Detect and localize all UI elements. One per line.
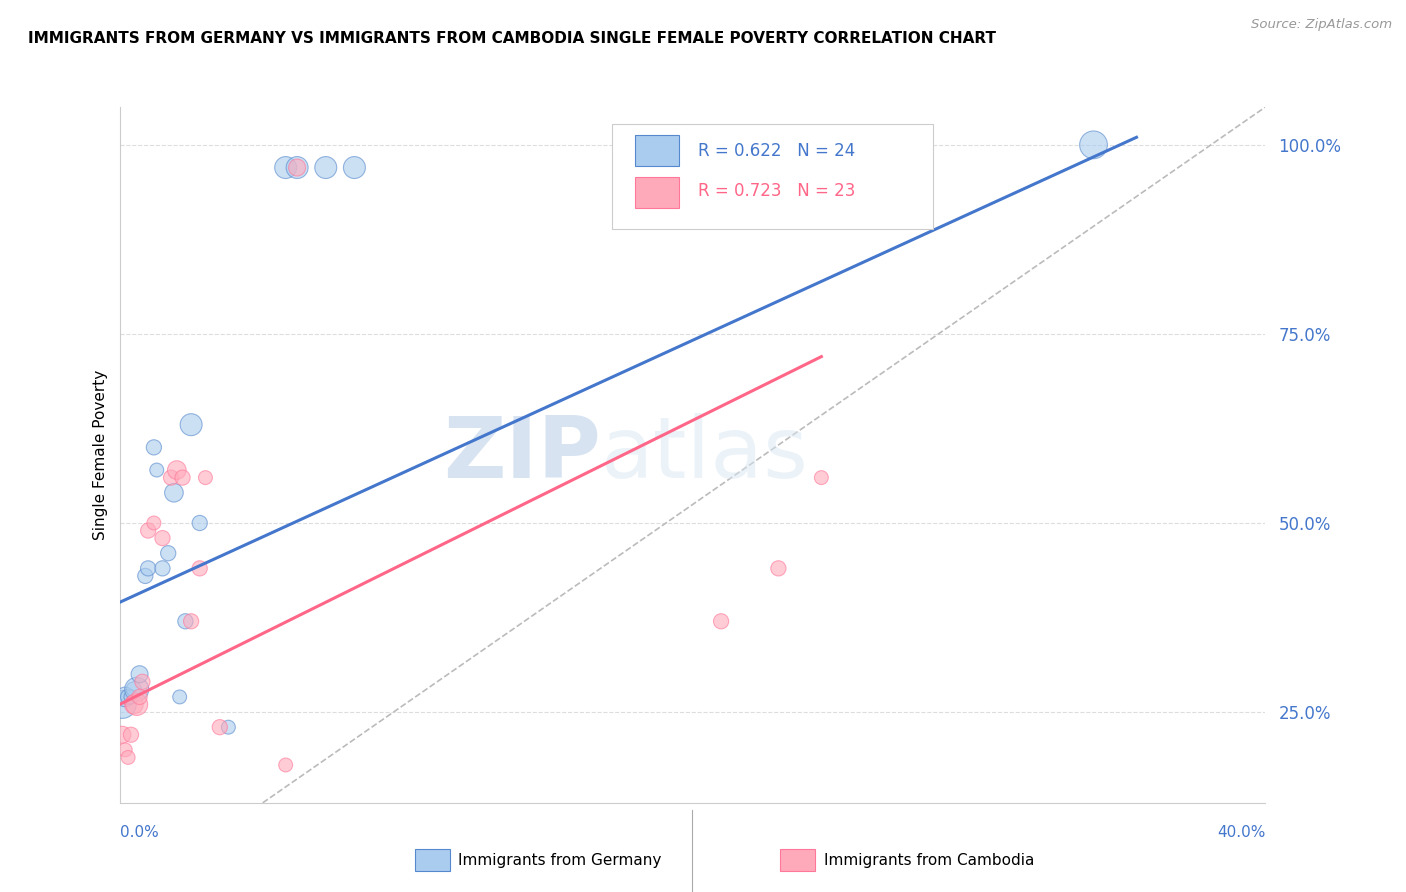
Point	[169, 690, 191, 704]
Text: R = 0.622   N = 24: R = 0.622 N = 24	[699, 142, 855, 160]
Point	[315, 161, 337, 175]
Point	[152, 561, 174, 575]
Point	[1083, 137, 1105, 152]
Point	[163, 485, 186, 500]
FancyBboxPatch shape	[612, 124, 934, 229]
Point	[710, 615, 733, 629]
Point	[274, 758, 297, 772]
Y-axis label: Single Female Poverty: Single Female Poverty	[93, 370, 108, 540]
Point	[343, 161, 366, 175]
Point	[125, 682, 148, 697]
Point	[117, 750, 139, 764]
Point	[157, 546, 180, 560]
Point	[208, 720, 231, 734]
Point	[128, 667, 150, 681]
Point	[122, 698, 145, 712]
Point	[117, 690, 139, 704]
Point	[120, 690, 142, 704]
Bar	[636, 177, 679, 208]
Text: atlas: atlas	[600, 413, 808, 497]
Point	[128, 690, 150, 704]
Point	[131, 674, 153, 689]
Point	[152, 531, 174, 545]
Text: IMMIGRANTS FROM GERMANY VS IMMIGRANTS FROM CAMBODIA SINGLE FEMALE POVERTY CORREL: IMMIGRANTS FROM GERMANY VS IMMIGRANTS FR…	[28, 31, 995, 46]
Text: 0.0%: 0.0%	[120, 825, 159, 840]
Point	[142, 516, 165, 530]
Text: Immigrants from Cambodia: Immigrants from Cambodia	[824, 854, 1035, 868]
Point	[166, 463, 188, 477]
Text: Source: ZipAtlas.com: Source: ZipAtlas.com	[1251, 18, 1392, 31]
Point	[217, 720, 239, 734]
Text: Immigrants from Germany: Immigrants from Germany	[458, 854, 662, 868]
Text: R = 0.723   N = 23: R = 0.723 N = 23	[699, 182, 856, 200]
Point	[111, 728, 134, 742]
Point	[180, 417, 202, 432]
Point	[285, 161, 308, 175]
Point	[136, 524, 159, 538]
Point	[136, 561, 159, 575]
Point	[172, 470, 194, 484]
Point	[174, 615, 197, 629]
Point	[768, 561, 790, 575]
Point	[125, 698, 148, 712]
Point	[188, 561, 211, 575]
Point	[114, 743, 136, 757]
Point	[274, 161, 297, 175]
Point	[188, 516, 211, 530]
Point	[111, 698, 134, 712]
Point	[285, 161, 308, 175]
Point	[122, 682, 145, 697]
Text: ZIP: ZIP	[443, 413, 600, 497]
Bar	[636, 135, 679, 166]
Point	[120, 728, 142, 742]
Point	[145, 463, 167, 477]
Point	[194, 470, 217, 484]
Point	[114, 690, 136, 704]
Text: 40.0%: 40.0%	[1218, 825, 1265, 840]
Point	[160, 470, 183, 484]
Point	[810, 470, 832, 484]
Point	[134, 569, 156, 583]
Point	[142, 441, 165, 455]
Point	[180, 615, 202, 629]
